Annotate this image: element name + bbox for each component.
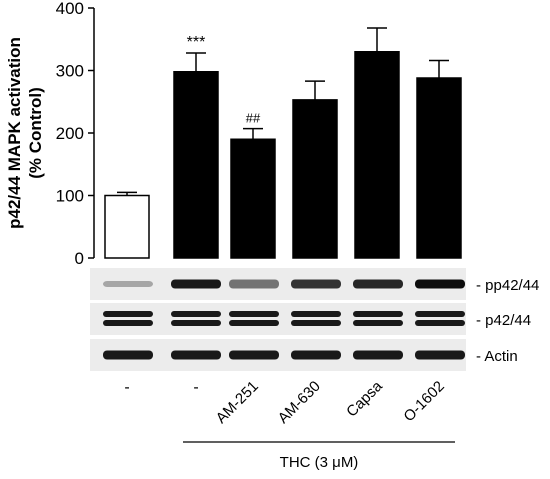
y-tick-label: 200 [56,124,84,143]
blot-band [103,350,153,360]
y-tick-label: 100 [56,187,84,206]
y-tick-label: 400 [56,0,84,18]
annotations: *** ## [187,34,261,126]
y-axis-label-line1: p42/44 MAPK activation [5,37,24,229]
category-label: Capsa [343,377,386,420]
significance-annotation: ## [246,111,261,126]
blot-band [415,279,465,289]
blot-band [415,320,465,326]
blot-row-label: - pp42/44 [476,277,539,294]
blot-band [229,350,279,360]
blot-band [291,279,341,289]
y-axis: 0 100 200 300 400 [56,0,95,268]
y-tick-label: 300 [56,62,84,81]
blot-band [103,311,153,317]
y-axis-label-line2: (% Control) [26,87,45,179]
blot-band [229,320,279,326]
blot-band [171,279,221,289]
bar [230,138,276,259]
bar [104,194,150,259]
blot-band [171,320,221,326]
blot-row-labels: - pp42/44 - p42/44 - Actin [476,277,539,365]
western-blot [90,268,466,371]
blot-band [415,350,465,360]
category-label: AM-630 [275,378,324,427]
blot-band [103,320,153,326]
bar [173,71,219,259]
blot-band [291,320,341,326]
bar [416,77,462,259]
y-tick-label: 0 [75,249,84,268]
blot-band [415,311,465,317]
bars [104,51,462,259]
error-bars [117,27,449,196]
blot-band [353,320,403,326]
blot-band [229,311,279,317]
bar [292,99,338,259]
category-labels: - - AM-251 AM-630 Capsa O-1602 [124,377,447,427]
category-label: O-1602 [400,378,447,425]
bar [354,51,400,259]
blot-band [229,279,279,289]
blot-row-label: - Actin [476,348,518,365]
blot-band [353,311,403,317]
category-label: - [124,379,129,396]
blot-strip [90,303,466,335]
blot-band [171,350,221,360]
blot-band [291,311,341,317]
blot-band [103,281,153,287]
blot-row-label: - p42/44 [476,312,531,329]
group-label: THC (3 μM) [280,454,359,471]
category-label: AM-251 [213,378,262,427]
blot-band [353,279,403,289]
category-label: - [193,379,198,396]
significance-annotation: *** [187,34,206,51]
blot-band [353,350,403,360]
blot-band [291,350,341,360]
blot-band [171,311,221,317]
